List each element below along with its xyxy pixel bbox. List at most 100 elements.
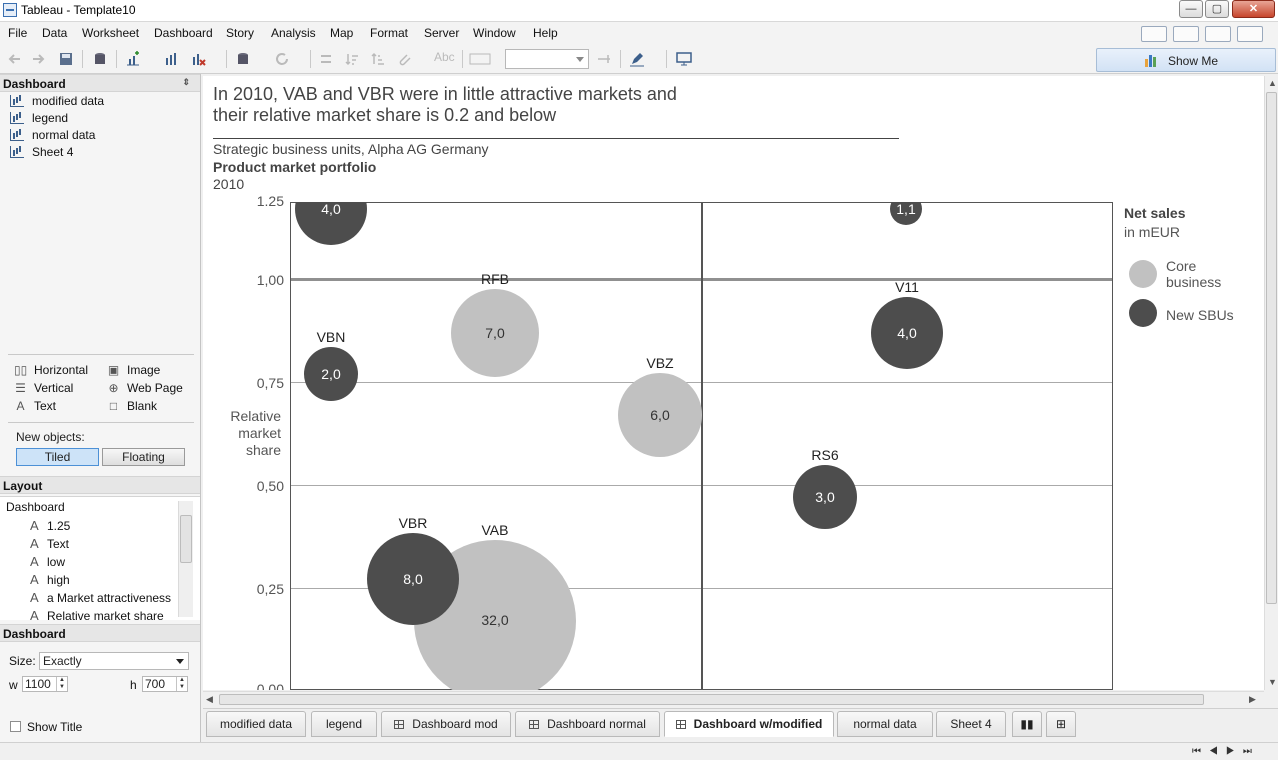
sheet-item-sheet-4[interactable]: Sheet 4 — [10, 145, 73, 161]
toolbar-separator — [666, 50, 667, 68]
tab-normal-data[interactable]: normal data — [837, 711, 933, 737]
fit-icon[interactable] — [469, 51, 491, 67]
menu-analysis[interactable]: Analysis — [271, 26, 316, 40]
sheet-item-normal-data[interactable]: normal data — [10, 128, 95, 144]
text-icon: A — [30, 590, 39, 605]
show-me-button[interactable]: Show Me — [1096, 48, 1276, 72]
panel-menu-icon[interactable]: ⇕ — [182, 77, 190, 87]
tab-dashboard-w-modified[interactable]: Dashboard w/modified — [664, 711, 834, 737]
floating-toggle[interactable]: Floating — [102, 448, 185, 466]
menu-window[interactable]: Window — [473, 26, 516, 40]
tiled-toggle[interactable]: Tiled — [16, 448, 99, 466]
save-icon[interactable] — [58, 51, 74, 67]
home-icon[interactable] — [1237, 26, 1263, 42]
canvas-vertical-scrollbar[interactable]: ▲ ▼ — [1264, 76, 1278, 690]
attach-icon[interactable] — [396, 51, 412, 67]
scroll-up-icon[interactable]: ▲ — [1268, 78, 1277, 88]
menu-server[interactable]: Server — [424, 26, 460, 40]
tab-modified-data[interactable]: modified data — [206, 711, 306, 737]
sheet-item-modified-data[interactable]: modified data — [10, 94, 104, 110]
layout-item-text[interactable]: A Text — [30, 536, 70, 551]
forward-arrow-icon[interactable] — [31, 51, 47, 67]
menu-map[interactable]: Map — [330, 26, 354, 40]
bubble-rs6[interactable]: 3,0 — [793, 465, 857, 529]
bubble-v11[interactable]: 4,0 — [871, 297, 943, 369]
bubble-name-label: VBR — [398, 515, 428, 531]
label-abc-icon[interactable]: Abc — [434, 50, 455, 64]
menu-format[interactable]: Format — [370, 26, 409, 40]
object-vertical[interactable]: ☰ Vertical — [15, 381, 74, 395]
stepper-arrows-icon[interactable]: ▲ ▼ — [56, 677, 67, 691]
close-button[interactable]: ✕ — [1232, 0, 1275, 18]
highlight-pen-icon[interactable] — [629, 51, 645, 67]
object-image[interactable]: ▣ Image — [107, 363, 161, 377]
portfolio-plot-area[interactable]: 32,0VAB8,0VBR4,0RS11,1V127,0RFB4,0V112,0… — [290, 202, 1113, 690]
scroll-left-icon[interactable]: ◀ — [206, 694, 213, 704]
pause-data-icon[interactable] — [236, 51, 252, 67]
menu-dashboard[interactable]: Dashboard — [154, 26, 213, 40]
tab-legend[interactable]: legend — [311, 711, 377, 737]
object-text[interactable]: A Text — [14, 399, 56, 413]
menu-data[interactable]: Data — [42, 26, 68, 40]
sort-ascending-icon[interactable] — [344, 51, 360, 67]
menu-file[interactable]: File — [8, 26, 28, 40]
menu-worksheet[interactable]: Worksheet — [82, 26, 140, 40]
stepper-arrows-icon[interactable]: ▲ ▼ — [176, 677, 187, 691]
bubble-value-label: 2,0 — [321, 366, 341, 382]
object-web-page[interactable]: ⊕ Web Page — [108, 381, 183, 395]
back-arrow-icon[interactable] — [6, 51, 22, 67]
refresh-icon[interactable] — [274, 51, 290, 67]
sheet-navigation-icon[interactable]: ⏮◀▶⏭ — [1192, 746, 1260, 757]
bubble-vbr[interactable]: 8,0 — [367, 533, 459, 625]
fix-axes-icon[interactable] — [596, 51, 612, 67]
menu-story[interactable]: Story — [226, 26, 255, 40]
image-icon: ▣ — [107, 363, 120, 377]
bubble-vbz[interactable]: 6,0 — [618, 373, 702, 457]
layout-scrollbar[interactable] — [178, 501, 193, 617]
menu-help[interactable]: Help — [533, 26, 558, 40]
width-stepper[interactable]: 1100 ▲ ▼ — [22, 676, 68, 692]
object-horizontal[interactable]: ▯▯ Horizontal — [14, 363, 89, 377]
new-worksheet-icon[interactable] — [125, 51, 141, 67]
presentation-mode-icon[interactable] — [676, 51, 692, 67]
cylinder-view-icon[interactable] — [1205, 26, 1231, 42]
bubble-vbn[interactable]: 2,0 — [304, 347, 358, 401]
height-stepper[interactable]: 700 ▲ ▼ — [142, 676, 188, 692]
object-blank[interactable]: □ Blank — [107, 399, 157, 413]
bubble-value-label: 4,0 — [321, 202, 341, 217]
maximize-button[interactable]: ▢ — [1205, 0, 1229, 18]
layout-item-relative-market-share[interactable]: A Relative market share — [30, 608, 164, 623]
new-dashboard-tab-button[interactable]: ⊞ — [1046, 711, 1076, 737]
tab-dashboard-normal[interactable]: Dashboard normal — [515, 711, 660, 737]
y-tick-label: 0,25 — [256, 581, 284, 597]
database-icon[interactable] — [92, 51, 108, 67]
scroll-down-icon[interactable]: ▼ — [1268, 677, 1277, 687]
new-worksheet-tab-button[interactable]: ▮▮ — [1012, 711, 1042, 737]
clear-sheet-icon[interactable] — [190, 51, 206, 67]
canvas-horizontal-scrollbar[interactable]: ◀ ▶ — [203, 691, 1264, 707]
bubble-v12[interactable]: 1,1 — [890, 202, 922, 225]
scroll-right-icon[interactable]: ▶ — [1249, 694, 1256, 704]
data-source-view-icon[interactable] — [1141, 26, 1167, 42]
minimize-button[interactable]: — — [1179, 0, 1203, 18]
chart-title: Product market portfolio — [213, 159, 377, 175]
size-select[interactable]: Exactly — [39, 652, 189, 670]
tab-sheet-4[interactable]: Sheet 4 — [936, 711, 1006, 737]
layout-root[interactable]: Dashboard — [6, 500, 65, 514]
show-title-checkbox[interactable] — [10, 721, 21, 732]
scrollbar-thumb[interactable] — [219, 694, 1204, 705]
sort-descending-icon[interactable] — [370, 51, 386, 67]
bubble-rfb[interactable]: 7,0 — [451, 289, 539, 377]
sheet-item-legend[interactable]: legend — [10, 111, 68, 127]
tab-dashboard-mod[interactable]: Dashboard mod — [381, 711, 511, 737]
scrollbar-thumb[interactable] — [180, 515, 192, 563]
layout-item-1-25[interactable]: A 1.25 — [30, 518, 71, 533]
duplicate-sheet-icon[interactable] — [163, 51, 179, 67]
fit-dropdown[interactable] — [505, 49, 589, 69]
swap-icon[interactable] — [318, 51, 334, 67]
scrollbar-thumb[interactable] — [1266, 92, 1277, 604]
sheet-sorter-view-icon[interactable] — [1173, 26, 1199, 42]
